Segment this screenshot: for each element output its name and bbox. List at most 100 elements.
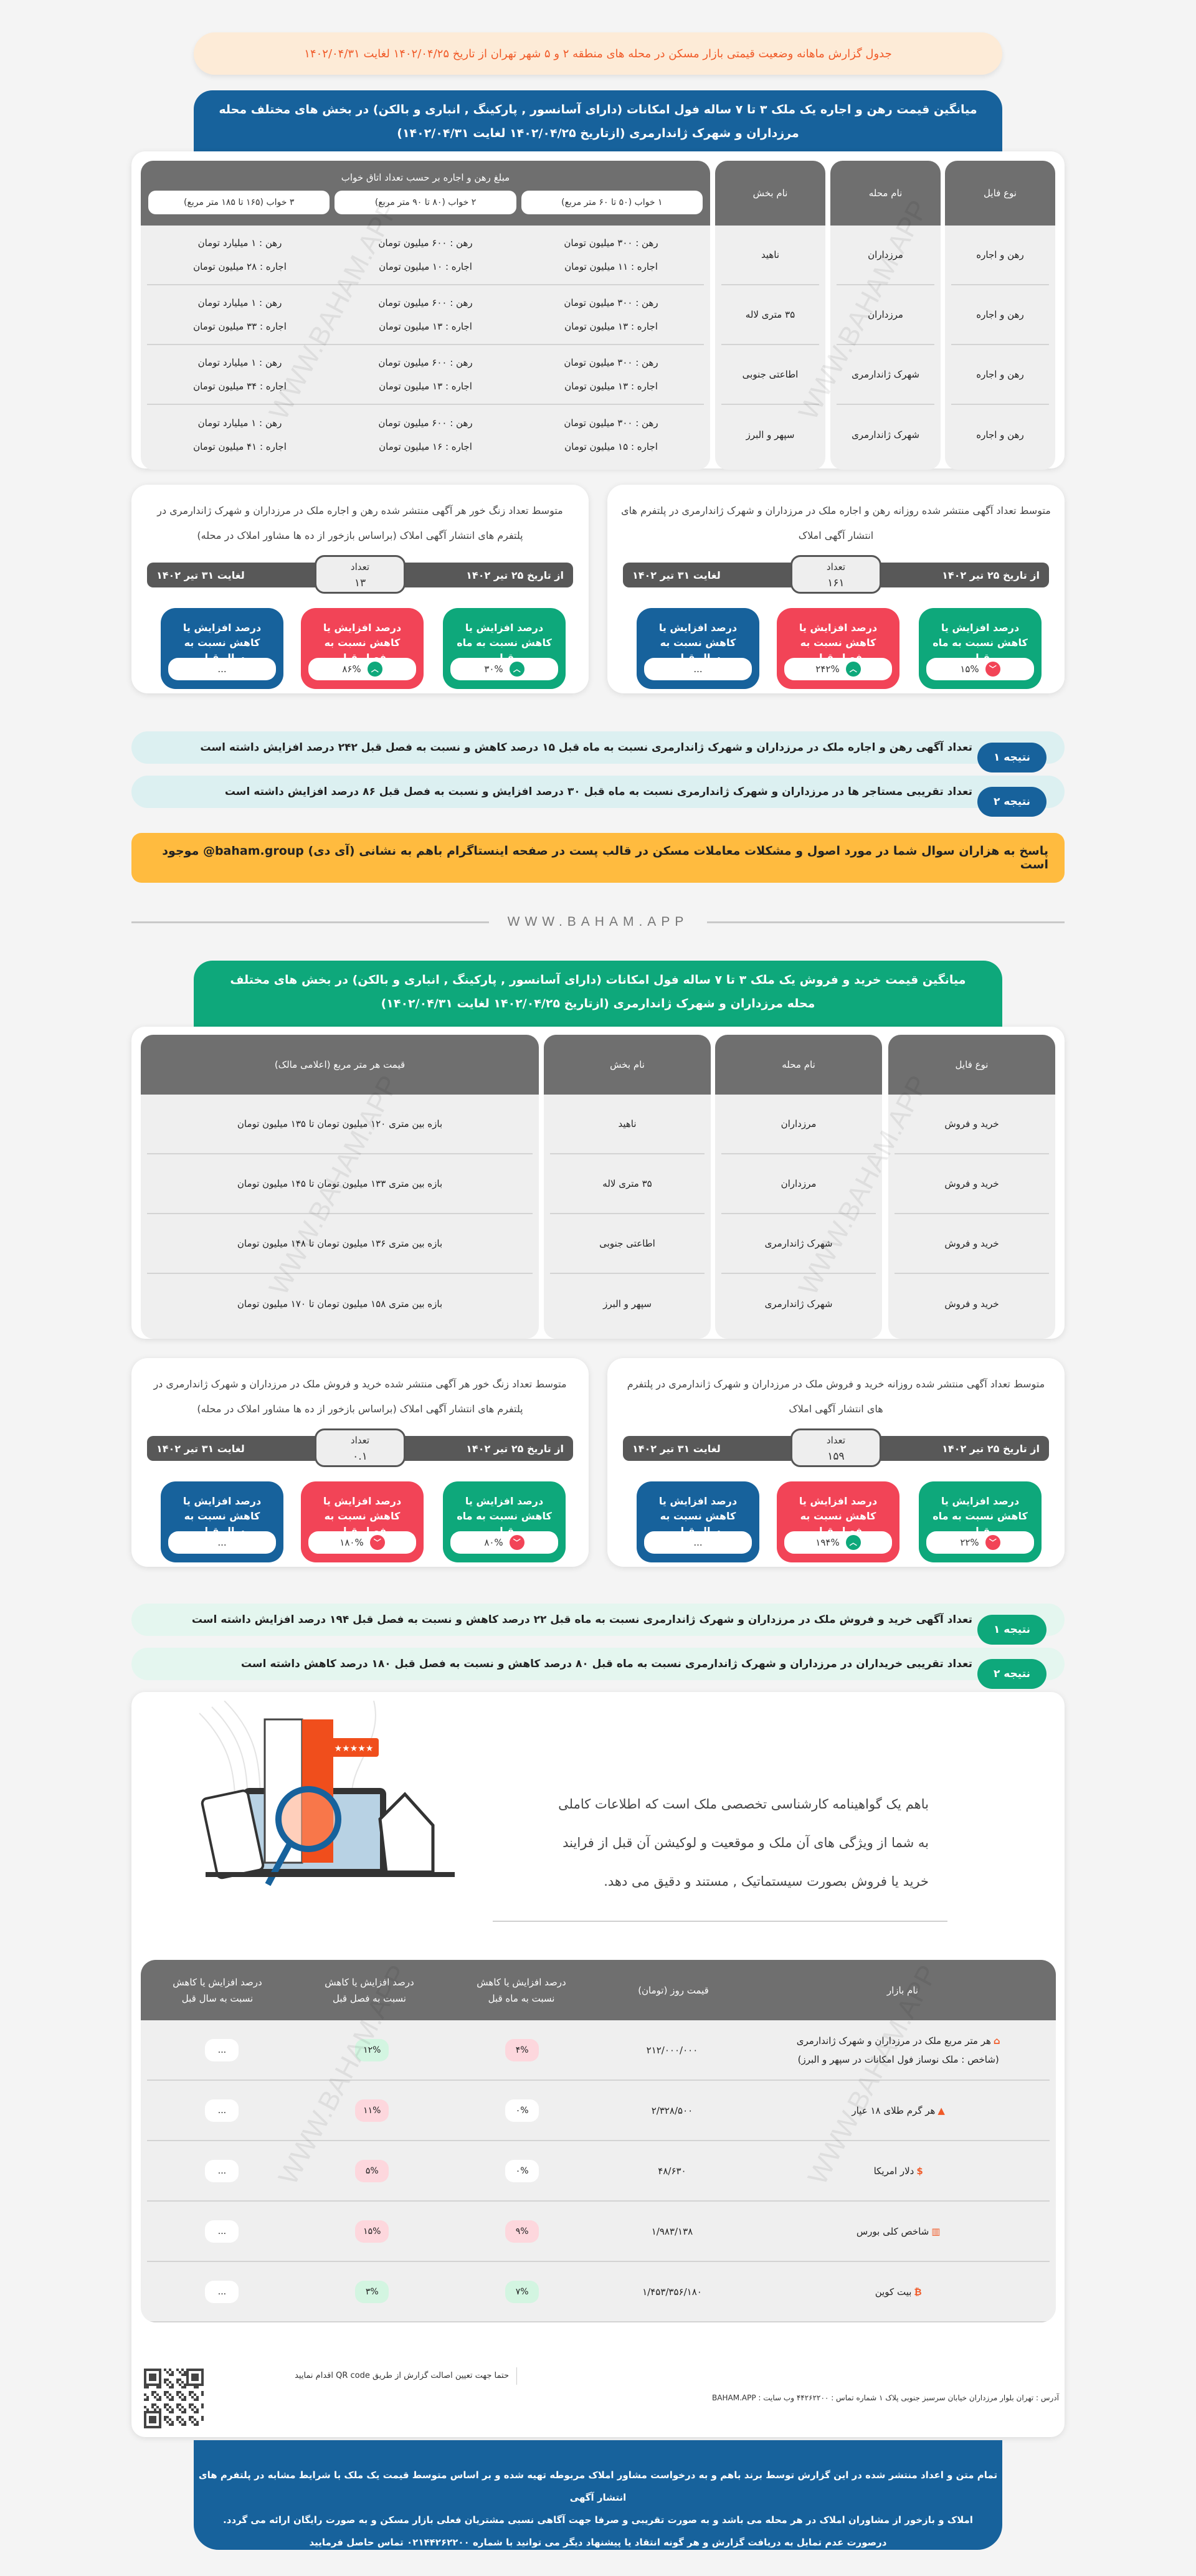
column-header-section: نام بخش: [715, 161, 825, 226]
disclaimer-line: تمام متن و اعداد منتشر شده در این گزارش …: [198, 2469, 998, 2503]
deposit-amount: رهن : ۱ میلیارد تومان: [197, 357, 282, 368]
result-text: تعداد تقریبی خریداران در مرزداران و شهرک…: [240, 1658, 972, 1670]
column-section: نام بخش ناهید ۳۵ متری لاله اطاعتی جنوبی سپهر…: [715, 161, 825, 470]
price-cell: رهن : ۳۰۰ میلیون تومان اجاره : ۱۱ میلیون …: [518, 231, 704, 278]
result-badge: نتیجه ۲: [977, 1659, 1046, 1689]
market-row: ₿بیت کوین ۱/۴۵۳/۳۵۶/۱۸۰ ۷% ۳%...: [147, 2262, 1050, 2322]
change-label: درصد افزایش یا کاهش نسبت به فصل قبل: [799, 622, 878, 663]
report-title-banner: جدول گزارش ماهانه وضعیت قیمتی بازار مسکن…: [194, 32, 1002, 75]
count-label: تعداد: [350, 1435, 370, 1446]
sale-title-text: میانگین قیمت خرید و فروش یک ملک ۳ تا ۷ س…: [230, 973, 966, 1010]
market-price: ۱/۹۸۳/۱۳۸: [651, 2225, 693, 2237]
price-cell: رهن : ۱ میلیارد تومان اجاره : ۳۴ میلیون ت…: [147, 351, 333, 398]
column-header-group: مبلغ رهن و اجاره بر حسب تعداد اتاق خواب ۱…: [141, 161, 710, 226]
rent-table-card: نوع فایل رهن و اجاره رهن و اجاره رهن و اجار…: [131, 151, 1065, 470]
bedroom-subheader: ۳ خواب (۱۶۵ تا ۱۸۵ متر مربع): [148, 191, 330, 214]
market-header-cell: قیمت روز (تومان): [638, 1984, 709, 1996]
group-header-title: مبلغ رهن و اجاره بر حسب تعداد اتاق خواب: [341, 172, 510, 183]
market-name-cell: ⌂هر متر مربع ملک در مرزداران و شهرک ژاند…: [747, 2032, 1050, 2069]
market-change-month: ۹%: [505, 2220, 539, 2243]
sale-daily-ads-card: متوسط تعداد آگهی منتشر شده روزانه خرید و…: [607, 1358, 1065, 1567]
table-cell-section: ۳۵ متری لاله: [550, 1154, 705, 1214]
rating-bubble: [329, 1738, 379, 1757]
bitcoin-icon: ₿: [914, 2286, 922, 2298]
change-value-box: ︿ ۸۶%: [308, 658, 416, 680]
rating-stars: ★★★★★: [335, 1744, 374, 1754]
change-value-box: ...: [644, 1531, 752, 1554]
market-change-cell: ...: [147, 2099, 297, 2122]
rent-title-text: میانگین قیمت رهن و اجاره یک ملک ۳ تا ۷ س…: [219, 103, 977, 140]
bedroom-subheader: ۱ خواب (۵۰ تا ۶۰ متر مربع): [521, 191, 703, 214]
column-price: قیمت هر متر مربع (اعلامی مالک) بازه بین م…: [141, 1035, 539, 1339]
market-change-year: ...: [205, 2038, 239, 2061]
market-name: دلار امریکا: [873, 2165, 914, 2177]
date-to: لغایت ۳۱ تیر ۱۴۰۲: [156, 569, 245, 581]
market-name: بیت کوین: [875, 2286, 912, 2298]
price-cell: رهن : ۳۰۰ میلیون تومان اجاره : ۱۵ میلیون …: [518, 411, 704, 459]
gold-icon: ▲: [937, 2104, 945, 2116]
rent-amount: اجاره : ۱۵ میلیون تومان: [564, 441, 658, 452]
table-cell-type: رهن و اجاره: [951, 226, 1049, 285]
qr-note: حتما جهت تعیین اصالت گزارش از طریق QR co…: [287, 2367, 517, 2385]
count-value: ۰.۱: [353, 1450, 368, 1463]
market-change-cell: ۳%: [297, 2280, 447, 2303]
count-pill: تعداد ۱۶۱: [790, 555, 881, 594]
arrow-up-icon: ︿: [845, 1535, 861, 1550]
market-change-cell: ۰%: [447, 2159, 597, 2182]
change-value-box: ﹀ ۲۲%: [926, 1531, 1034, 1554]
contact-address: آدرس : تهران بلوار مرزداران خیابان سرسبز…: [623, 2393, 1059, 2402]
stat-description: متوسط تعداد زنگ خور هر آگهی منتشر شده ره…: [157, 505, 563, 541]
price-cell: رهن : ۶۰۰ میلیون تومان اجاره : ۱۳ میلیون …: [333, 291, 518, 338]
column-bedroom-prices: مبلغ رهن و اجاره بر حسب تعداد اتاق خواب ۱…: [141, 161, 710, 470]
table-cell-area: شهرک ژاندارمری: [721, 1214, 876, 1274]
change-value: ۸۶%: [342, 663, 361, 675]
column-header-area: نام محله: [830, 161, 941, 226]
table-cell-section: ناهید: [550, 1095, 705, 1154]
change-value: ۱۵%: [960, 663, 979, 675]
stat-description: متوسط تعداد آگهی منتشر شده روزانه خرید و…: [627, 1378, 1045, 1415]
rent-amount: اجاره : ۱۳ میلیون تومان: [564, 321, 658, 332]
table-row: رهن : ۳۰۰ میلیون تومان اجاره : ۱۳ میلیون …: [147, 345, 704, 405]
rent-amount: اجاره : ۳۳ میلیون تومان: [193, 321, 287, 332]
market-header-cell: درصد افزایش یا کاهش نسبت به ماه قبل: [477, 1976, 566, 2004]
rent-daily-ads-card: متوسط تعداد آگهی منتشر شده روزانه رهن و …: [607, 485, 1065, 693]
market-price: ۱/۴۵۳/۳۵۶/۱۸۰: [642, 2286, 702, 2298]
market-change-season: ۵%: [355, 2159, 389, 2182]
change-value-box: ...: [168, 1531, 276, 1554]
change-value-box: ︿ ۱۹۴%: [784, 1531, 892, 1554]
rent-amount: اجاره : ۱۳ میلیون تومان: [379, 381, 472, 392]
table-cell-section: ناهید: [721, 226, 819, 285]
market-change-cell: ۱۵%: [297, 2220, 447, 2243]
table-row: رهن : ۳۰۰ میلیون تومان اجاره : ۱۵ میلیون …: [147, 405, 704, 465]
qr-code[interactable]: [144, 2369, 204, 2428]
divider-line: [707, 921, 1065, 923]
change-value: ...: [693, 663, 703, 675]
price-cell: رهن : ۶۰۰ میلیون تومان اجاره : ۱۶ میلیون …: [333, 411, 518, 459]
market-row: ⌂هر متر مربع ملک در مرزداران و شهرک ژاند…: [147, 2020, 1050, 2081]
column-header-type: نوع فایل: [945, 161, 1055, 226]
count-pill: تعداد ۱۳: [315, 555, 406, 594]
market-header-cell: نام بازار: [886, 1984, 919, 1996]
market-price: ۴۸/۶۳۰: [658, 2165, 686, 2177]
change-card-month: درصد افزایش یا کاهش نسبت به ماه قبل﹀۸۰%: [443, 1481, 566, 1562]
rent-amount: اجاره : ۱۰ میلیون تومان: [379, 261, 472, 272]
table-cell-type: خرید و فروش: [895, 1214, 1049, 1274]
rent-amount: اجاره : ۴۱ میلیون تومان: [193, 441, 287, 452]
change-value-box: ...: [644, 658, 752, 680]
table-cell-type: رهن و اجاره: [951, 285, 1049, 345]
date-from: از تاریخ ۲۵ تیر ۱۴۰۲: [942, 1442, 1040, 1455]
change-card-month: درصد افزایش یا کاهش نسبت به ماه قبل﹀۲۲%: [919, 1481, 1042, 1562]
market-price: ۲۱۲/۰۰۰/۰۰۰: [646, 2044, 698, 2056]
disclaimer-line: املاک و بازخور از مشاوران املاک در هر مح…: [223, 2514, 973, 2526]
table-cell-area: شهرک ژاندارمری: [837, 345, 934, 405]
change-card-month: درصد افزایش یا کاهش نسبت به ماه قبل︿۳۰%: [443, 608, 566, 689]
change-card-month: درصد افزایش یا کاهش نسبت به ماه قبل﹀۱۵%: [919, 608, 1042, 689]
arrow-up-icon: ︿: [845, 662, 861, 677]
deposit-amount: رهن : ۳۰۰ میلیون تومان: [564, 297, 658, 308]
certificate-description: باهم یک گواهینامه کارشناسی تخصصی ملک است…: [493, 1785, 929, 1901]
table-cell-area: مرزداران: [721, 1095, 876, 1154]
instagram-promo-banner[interactable]: پاسخ به هزاران سوال شما در مورد اصول و م…: [131, 833, 1065, 883]
market-name-cell: $دلار امریکا: [747, 2162, 1050, 2180]
market-row: $دلار امریکا ۴۸/۶۳۰ ۰% ۵%...: [147, 2141, 1050, 2202]
certificate-divider: [493, 1921, 947, 1922]
